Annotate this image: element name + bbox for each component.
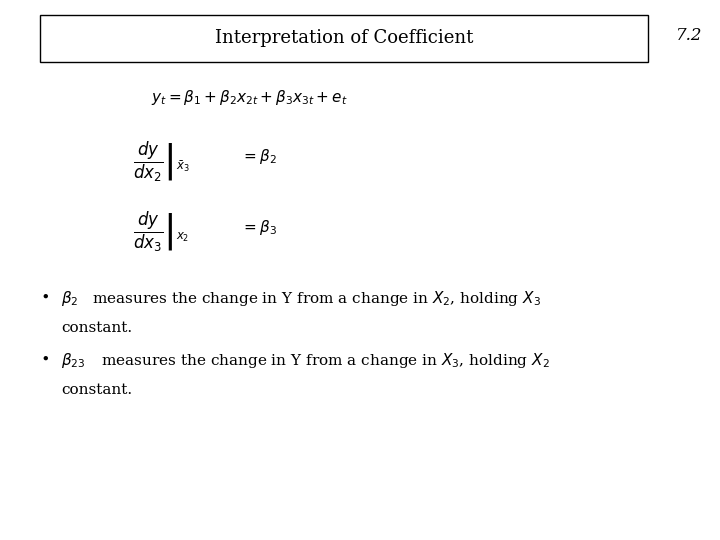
Text: constant.: constant. [61,383,132,397]
Text: $\beta_2$: $\beta_2$ [61,289,78,308]
Text: constant.: constant. [61,321,132,335]
Text: $\bullet$: $\bullet$ [40,289,49,303]
Text: $y_t = \beta_1 + \beta_2 x_{2t} + \beta_3 x_{3t} + e_t$: $y_t = \beta_1 + \beta_2 x_{2t} + \beta_… [151,87,348,107]
Text: measures the change in Y from a change in $X_3$, holding $X_2$: measures the change in Y from a change i… [101,351,549,370]
Text: $\beta_{23}$: $\beta_{23}$ [61,351,86,370]
Text: $= \beta_2$: $= \beta_2$ [241,147,277,166]
Text: $\bullet$: $\bullet$ [40,351,49,365]
FancyBboxPatch shape [40,15,648,62]
Text: 7.2: 7.2 [675,26,702,44]
Text: $\left.\dfrac{dy}{dx_2}\right|_{\bar{x}_3}$: $\left.\dfrac{dy}{dx_2}\right|_{\bar{x}_… [133,140,190,184]
Text: $= \beta_3$: $= \beta_3$ [241,218,277,238]
Text: $\left.\dfrac{dy}{dx_3}\right|_{x_2}$: $\left.\dfrac{dy}{dx_3}\right|_{x_2}$ [133,210,189,254]
Text: measures the change in Y from a change in $X_2$, holding $X_3$: measures the change in Y from a change i… [92,289,541,308]
Text: Interpretation of Coefficient: Interpretation of Coefficient [215,29,473,48]
